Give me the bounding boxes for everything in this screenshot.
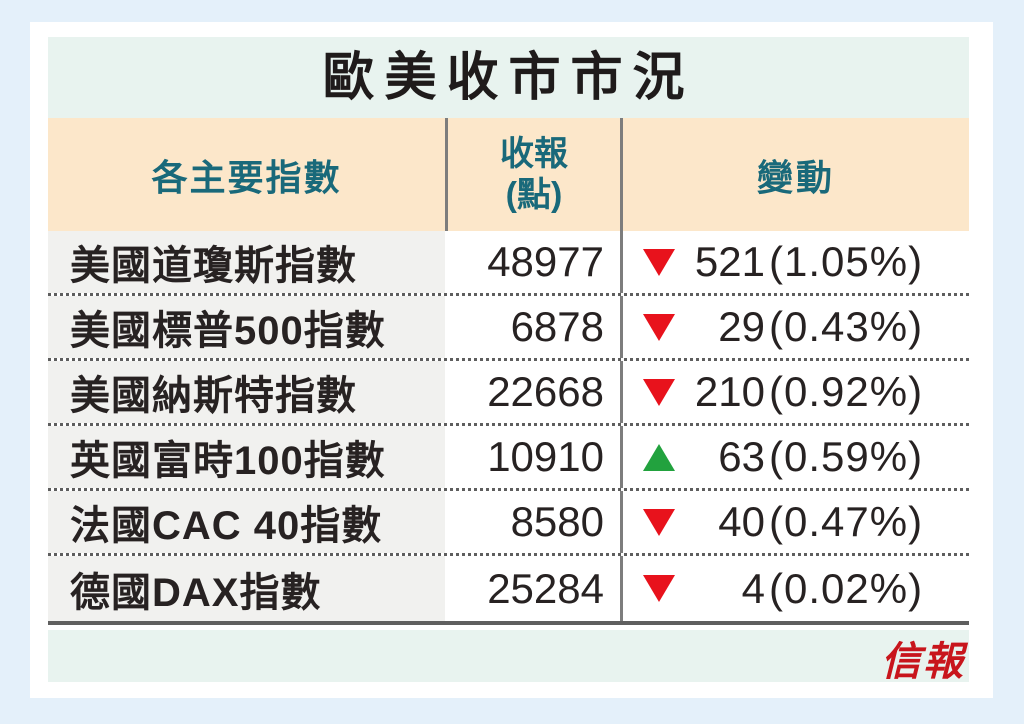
index-name: 英國富時100指數 bbox=[48, 426, 445, 488]
table-row: 英國富時100指數 10910 63 (0.59%) bbox=[48, 426, 969, 491]
index-name: 法國CAC 40指數 bbox=[48, 491, 445, 553]
change-percent: (0.92%) bbox=[769, 368, 924, 415]
column-header-indices: 各主要指數 bbox=[151, 156, 342, 198]
change-percent: (0.43%) bbox=[769, 303, 924, 350]
market-close-table: 歐美收市市況 各主要指數 收報 (點) 變動 美國道瓊斯指數 48977 521… bbox=[48, 37, 969, 682]
direction-triangle-icon bbox=[643, 443, 675, 471]
direction-triangle-icon bbox=[643, 575, 675, 602]
table-row: 美國納斯特指數 22668 210 (0.92%) bbox=[48, 361, 969, 426]
close-value: 22668 bbox=[487, 368, 604, 415]
table-row: 美國道瓊斯指數 48977 521 (1.05%) bbox=[48, 231, 969, 296]
close-value: 25284 bbox=[487, 564, 604, 612]
index-name: 美國標普500指數 bbox=[48, 296, 445, 358]
change-value: 40 bbox=[718, 498, 765, 545]
index-name: 德國DAX指數 bbox=[48, 556, 445, 621]
change-cell: 29 (0.43%) bbox=[620, 296, 969, 358]
title-bar: 歐美收市市況 bbox=[48, 37, 969, 118]
page-title: 歐美收市市況 bbox=[322, 48, 695, 107]
change-percent: (0.02%) bbox=[769, 564, 924, 612]
direction-triangle-icon bbox=[643, 508, 675, 536]
index-name: 美國道瓊斯指數 bbox=[48, 231, 445, 293]
table-header-row: 各主要指數 收報 (點) 變動 bbox=[48, 118, 969, 231]
footer-strip: 信報 bbox=[48, 630, 969, 682]
column-header-close-line2: (點) bbox=[505, 175, 563, 214]
close-value: 8580 bbox=[510, 498, 604, 545]
change-percent: (1.05%) bbox=[769, 238, 924, 285]
direction-triangle-icon bbox=[643, 248, 675, 276]
infographic-card: 歐美收市市況 各主要指數 收報 (點) 變動 美國道瓊斯指數 48977 521… bbox=[30, 22, 993, 698]
table-body: 美國道瓊斯指數 48977 521 (1.05%) 美國標普500指數 6878… bbox=[48, 231, 969, 621]
change-value: 4 bbox=[741, 564, 765, 612]
column-header-change: 變動 bbox=[620, 118, 969, 231]
table-bottom-rule bbox=[48, 621, 969, 625]
direction-triangle-icon bbox=[643, 378, 675, 406]
column-header-close-line1: 收報 bbox=[500, 135, 568, 174]
change-value: 63 bbox=[718, 433, 765, 480]
change-cell: 521 (1.05%) bbox=[620, 231, 969, 293]
change-cell: 40 (0.47%) bbox=[620, 491, 969, 553]
close-value: 6878 bbox=[510, 303, 604, 350]
table-row: 德國DAX指數 25284 4 (0.02%) bbox=[48, 556, 969, 621]
direction-triangle-icon bbox=[643, 313, 675, 341]
change-value: 521 bbox=[694, 238, 765, 285]
change-cell: 63 (0.59%) bbox=[620, 426, 969, 488]
change-percent: (0.59%) bbox=[769, 433, 924, 480]
change-value: 29 bbox=[718, 303, 765, 350]
change-value: 210 bbox=[694, 368, 765, 415]
close-value: 48977 bbox=[487, 238, 604, 285]
table-row: 美國標普500指數 6878 29 (0.43%) bbox=[48, 296, 969, 361]
close-value: 10910 bbox=[487, 433, 604, 480]
table-row: 法國CAC 40指數 8580 40 (0.47%) bbox=[48, 491, 969, 556]
change-cell: 210 (0.92%) bbox=[620, 361, 969, 423]
index-name: 美國納斯特指數 bbox=[48, 361, 445, 423]
column-header-close: 收報 (點) bbox=[445, 118, 620, 231]
hkej-logo: 信報 bbox=[881, 638, 965, 685]
change-percent: (0.47%) bbox=[769, 498, 924, 545]
change-cell: 4 (0.02%) bbox=[620, 556, 969, 621]
